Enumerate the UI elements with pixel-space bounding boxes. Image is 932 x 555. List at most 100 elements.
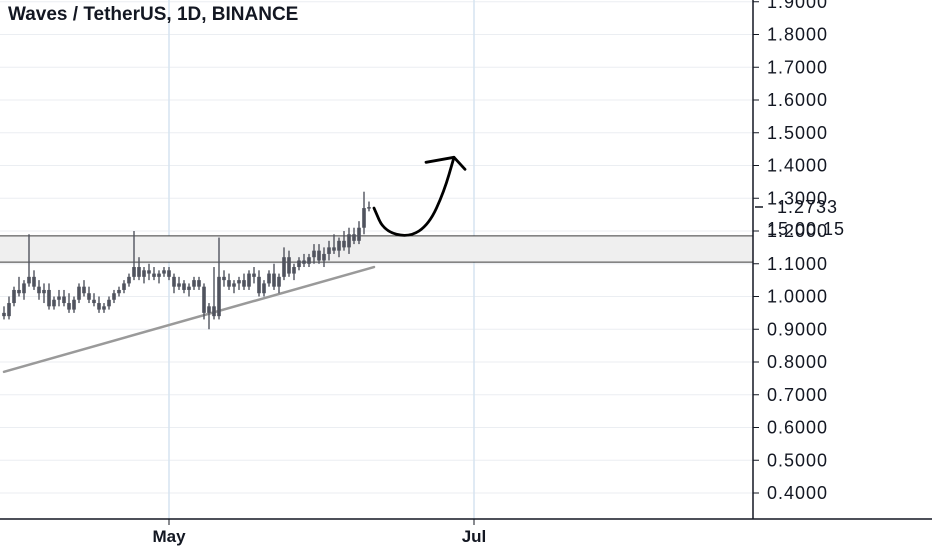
y-tick-label: 0.5000 xyxy=(767,450,828,470)
candle-body xyxy=(147,270,151,274)
candle-body xyxy=(357,227,361,241)
y-tick-label: 0.9000 xyxy=(767,319,828,339)
projection-arrowhead xyxy=(424,155,467,171)
candle-body xyxy=(97,303,101,310)
candle-body xyxy=(62,296,66,304)
candle-body xyxy=(262,283,266,294)
y-tick-label: 1.7000 xyxy=(767,57,828,77)
y-tick-label: 1.6000 xyxy=(767,90,828,110)
candle-body xyxy=(252,273,256,277)
candle-body xyxy=(102,306,106,310)
candle-body xyxy=(127,276,131,284)
candle-body xyxy=(202,286,206,313)
candle-body xyxy=(362,208,366,228)
y-tick-label: 1.3000 xyxy=(767,188,828,208)
candle-body xyxy=(167,270,171,277)
candle-body xyxy=(22,283,26,294)
candle-body xyxy=(282,257,286,277)
trendline-line xyxy=(2,265,376,374)
candle-body xyxy=(352,234,356,241)
y-tick-label: 0.8000 xyxy=(767,352,828,372)
y-tick-label: 1.1000 xyxy=(767,254,828,274)
candle-body xyxy=(242,280,246,287)
candle-body xyxy=(367,207,371,209)
candle-body xyxy=(212,306,216,317)
last-price-label: 1.2733 xyxy=(777,197,838,217)
candle-body xyxy=(312,250,316,258)
candle-body xyxy=(247,273,251,287)
projection-drawing xyxy=(372,155,467,237)
candle-body xyxy=(47,289,51,307)
candle-body xyxy=(172,276,176,287)
x-axis-ticks: May Jul xyxy=(152,527,486,546)
candle-body xyxy=(187,286,191,290)
candle-body xyxy=(87,293,91,300)
candle-body xyxy=(32,276,36,287)
candle-body xyxy=(302,260,306,264)
candle-body xyxy=(52,299,56,307)
candle-body xyxy=(117,289,121,294)
candle-body xyxy=(327,247,331,254)
x-tick-label: May xyxy=(152,527,186,546)
candle-body xyxy=(257,276,261,294)
candle-body xyxy=(157,273,161,277)
candle-body xyxy=(132,267,136,277)
y-tick-label: 1.4000 xyxy=(767,156,828,176)
y-tick-label: 1.2000 xyxy=(767,221,828,241)
candle-body xyxy=(42,289,46,294)
candle-body xyxy=(272,273,276,287)
support-zone xyxy=(0,235,753,263)
candle-body xyxy=(27,276,31,284)
candle-body xyxy=(227,280,231,287)
candle-body xyxy=(37,286,41,294)
candle-body xyxy=(7,303,11,317)
candle-body xyxy=(332,247,336,251)
candles xyxy=(2,191,371,330)
candle-body xyxy=(72,299,76,310)
chart-title: Waves / TetherUS, 1D, BINANCE xyxy=(8,4,299,25)
candle-body xyxy=(177,283,181,287)
candle-body xyxy=(297,260,301,268)
candle-body xyxy=(337,240,341,251)
candle-body xyxy=(112,293,116,300)
candle-body xyxy=(277,276,281,287)
candle-body xyxy=(152,273,156,277)
trendline xyxy=(2,265,376,374)
support-zone-fill xyxy=(0,235,753,263)
candle-body xyxy=(342,240,346,248)
projection-curve xyxy=(372,155,456,237)
candle-body xyxy=(77,286,81,300)
candle-body xyxy=(57,296,61,300)
y-axis-ticks: 0.4000 0.5000 0.6000 0.7000 0.8000 0.9000 1.00… xyxy=(767,0,828,503)
candle-body xyxy=(292,267,296,274)
candle-body xyxy=(322,253,326,261)
candle-body xyxy=(307,257,311,264)
bar-countdown-label: 15:00:15 xyxy=(767,219,845,239)
candle-body xyxy=(162,270,166,274)
y-tick-label: 0.6000 xyxy=(767,418,828,438)
candle-body xyxy=(137,267,141,277)
candle-body xyxy=(207,306,211,313)
candle-body xyxy=(197,280,201,287)
candle-body xyxy=(267,273,271,284)
y-tick-label: 0.4000 xyxy=(767,483,828,503)
candle-body xyxy=(142,270,146,277)
candle-body xyxy=(17,289,21,294)
y-tick-label: 1.5000 xyxy=(767,123,828,143)
candle-body xyxy=(82,286,86,294)
candle-body xyxy=(122,283,126,290)
candle-body xyxy=(347,234,351,248)
y-tick-label: 1.8000 xyxy=(767,25,828,45)
candle-body xyxy=(237,280,241,284)
candle-body xyxy=(222,276,226,281)
y-tick-label: 1.9000 xyxy=(767,0,828,12)
x-tick-label: Jul xyxy=(462,527,487,546)
candle-body xyxy=(67,303,71,310)
candle-body xyxy=(217,276,221,317)
candle-body xyxy=(182,283,186,290)
candle-body xyxy=(232,283,236,287)
y-tick-label: 0.7000 xyxy=(767,385,828,405)
